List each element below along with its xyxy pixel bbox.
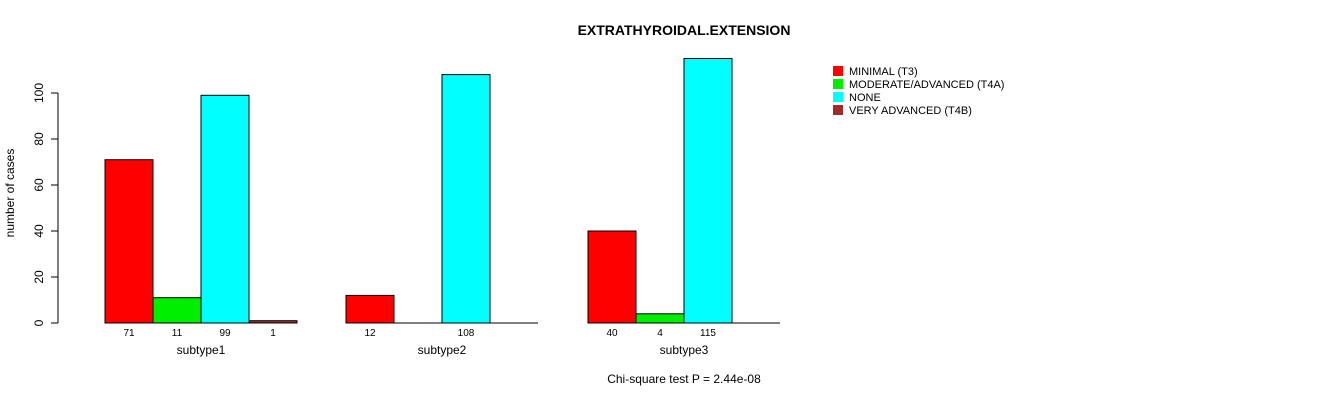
y-tick-label: 80 [32,132,46,146]
bar-value-label: 1 [270,328,276,339]
group-label: subtype2 [418,343,467,357]
bar [683,58,733,324]
legend-item: MINIMAL (T3) [833,66,918,78]
y-tick-label: 0 [32,319,46,326]
bar-value-label: 12 [364,328,376,339]
bar-value-label: 4 [657,328,663,339]
y-tick-label: 100 [32,83,46,103]
bar-value-label: 99 [219,328,231,339]
bar [248,320,298,324]
group-label: subtype3 [660,343,709,357]
bar [345,294,395,324]
bar [441,74,491,324]
bar-value-label: 115 [700,328,716,339]
legend-item: VERY ADVANCED (T4B) [833,105,972,117]
group-subtype2: 12 108 subtype2 [345,74,538,357]
bar [152,297,202,324]
legend-swatch [833,79,843,89]
group-label: subtype1 [177,343,226,357]
group-subtype1: 71 11 99 1 subtype1 [104,94,298,357]
bar [200,94,250,324]
legend-item: MODERATE/ADVANCED (T4A) [833,79,1004,91]
bar [104,159,154,324]
legend-label: MODERATE/ADVANCED (T4A) [849,79,1004,91]
legend-swatch [833,92,843,102]
bar [587,230,637,324]
legend-label: MINIMAL (T3) [849,66,918,78]
legend-item: NONE [833,92,881,104]
bar-value-label: 40 [606,328,618,339]
bar [635,313,685,324]
legend-label: VERY ADVANCED (T4B) [849,105,972,117]
bar-value-label: 108 [458,328,475,339]
bar-value-label: 11 [172,328,183,339]
chart-title: EXTRATHYROIDAL.EXTENSION [578,22,791,38]
group-subtype3: 40 4 115 subtype3 [587,58,780,357]
legend-swatch [833,66,843,76]
y-axis: 0 20 40 60 80 100 [32,83,59,326]
y-tick-label: 20 [32,270,46,284]
bar-value-label: 71 [123,328,135,339]
legend-swatch [833,105,843,115]
legend: MINIMAL (T3)MODERATE/ADVANCED (T4A)NONEV… [833,66,1004,117]
legend-label: NONE [849,92,881,104]
y-axis-title: number of cases [3,149,17,238]
y-tick-label: 60 [32,178,46,192]
bar-groups: 71 11 99 1 subtype1 12 108 subtype2 40 4 115 subtyp… [104,58,780,357]
chi-square-footer: Chi-square test P = 2.44e-08 [607,372,761,386]
y-tick-label: 40 [32,224,46,238]
